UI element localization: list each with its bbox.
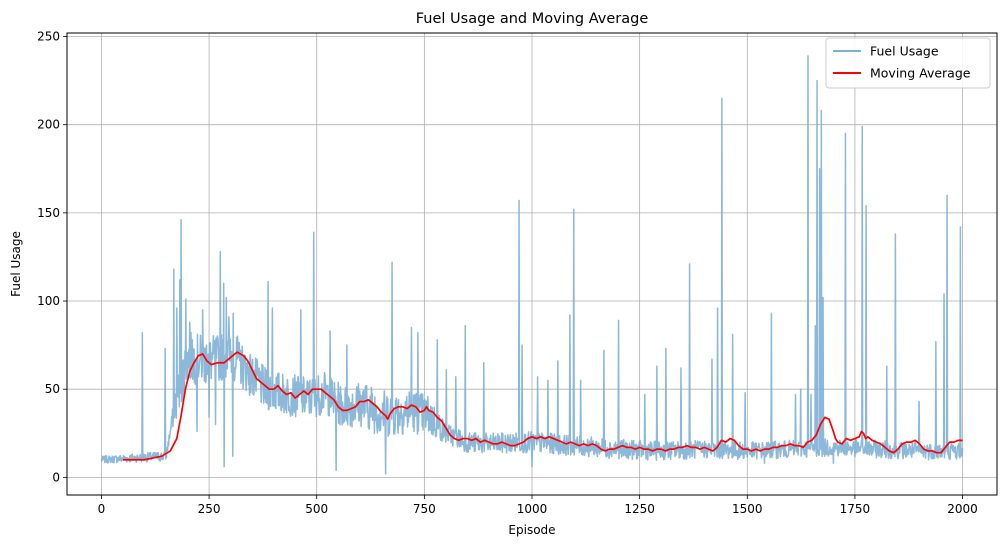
chart-title: Fuel Usage and Moving Average — [416, 11, 649, 27]
legend-box — [825, 37, 991, 89]
series-layer — [100, 55, 964, 475]
y-tick-label: 200 — [37, 118, 60, 132]
x-tick-label: 250 — [198, 502, 221, 516]
x-tick-label: 1250 — [624, 502, 655, 516]
axis-ticks: 0 250 500 750 1000 1250 1500 1750 2000 0 50 100 150 2… — [37, 30, 978, 516]
y-tick-label: 0 — [52, 470, 60, 484]
y-tick-label: 100 — [37, 294, 60, 308]
legend-label-moving-average: Moving Average — [870, 66, 971, 81]
x-tick-label: 1000 — [517, 502, 548, 516]
x-tick-label: 1500 — [732, 502, 763, 516]
x-tick-label: 750 — [413, 502, 436, 516]
y-tick-label: 50 — [45, 382, 60, 396]
x-tick-label: 500 — [305, 502, 328, 516]
legend-label-fuel-usage: Fuel Usage — [870, 44, 939, 59]
y-tick-label: 150 — [37, 206, 60, 220]
y-tick-label: 250 — [37, 30, 60, 44]
x-tick-label: 0 — [98, 502, 106, 516]
series-moving-average-line — [122, 351, 963, 461]
x-tick-label: 1750 — [840, 502, 871, 516]
y-axis-label: Fuel Usage — [9, 231, 23, 297]
x-tick-label: 2000 — [947, 502, 978, 516]
legend: Fuel Usage Moving Average — [825, 37, 991, 89]
grid-lines — [67, 33, 997, 495]
x-axis-label: Episode — [508, 523, 555, 537]
